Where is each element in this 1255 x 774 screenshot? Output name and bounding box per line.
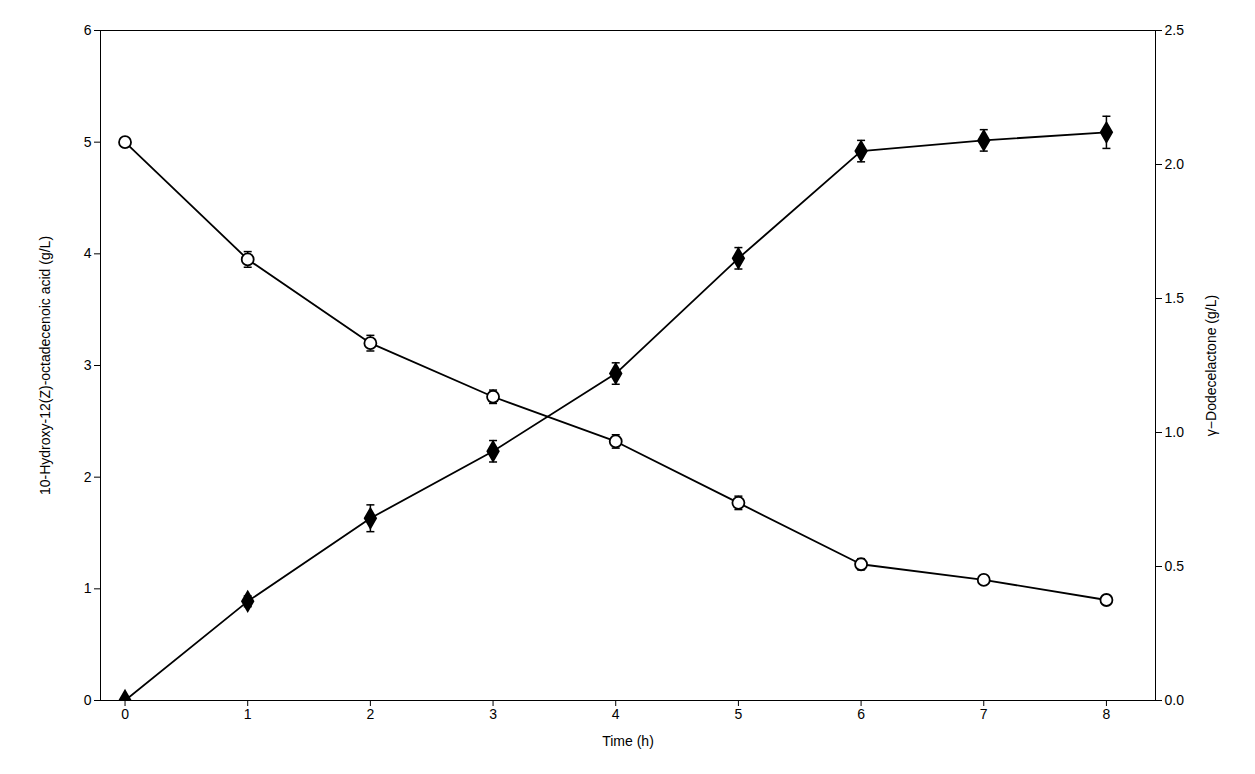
- svg-text:1.5: 1.5: [1165, 290, 1185, 306]
- svg-text:1: 1: [84, 580, 92, 596]
- svg-text:6: 6: [84, 22, 92, 38]
- svg-text:10-Hydroxy-12(Z)-octadecenoic: 10-Hydroxy-12(Z)-octadecenoic acid (g/L): [37, 236, 53, 495]
- svg-text:0.5: 0.5: [1165, 558, 1185, 574]
- svg-text:2.5: 2.5: [1165, 22, 1185, 38]
- svg-text:7: 7: [980, 706, 988, 722]
- svg-text:5: 5: [84, 134, 92, 150]
- svg-text:8: 8: [1103, 706, 1111, 722]
- svg-text:6: 6: [857, 706, 865, 722]
- svg-text:0.0: 0.0: [1165, 692, 1185, 708]
- svg-text:3: 3: [489, 706, 497, 722]
- svg-text:2: 2: [84, 469, 92, 485]
- svg-text:0: 0: [121, 706, 129, 722]
- svg-text:4: 4: [612, 706, 620, 722]
- svg-text:1: 1: [244, 706, 252, 722]
- svg-text:γ−Dodecelactone (g/L): γ−Dodecelactone (g/L): [1203, 295, 1219, 436]
- svg-text:3: 3: [84, 357, 92, 373]
- svg-text:5: 5: [735, 706, 743, 722]
- svg-text:Time (h): Time (h): [602, 733, 654, 749]
- svg-text:1.0: 1.0: [1165, 424, 1185, 440]
- svg-text:2: 2: [366, 706, 374, 722]
- svg-text:2.0: 2.0: [1165, 156, 1185, 172]
- svg-text:0: 0: [84, 692, 92, 708]
- svg-text:4: 4: [84, 245, 92, 261]
